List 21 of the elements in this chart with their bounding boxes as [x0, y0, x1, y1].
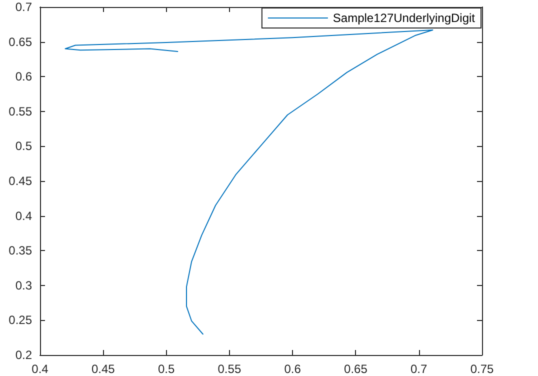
x-tick-label: 0.4 [32, 362, 49, 376]
y-tick-label: 0.35 [8, 244, 32, 258]
y-tick-label: 0.45 [8, 174, 32, 188]
y-tick-label: 0.7 [15, 0, 32, 14]
y-tick-label: 0.25 [8, 313, 32, 328]
y-tick-label: 0.2 [15, 348, 32, 362]
x-tick-label: 0.75 [470, 362, 494, 376]
x-tick-label: 0.5 [158, 362, 175, 376]
x-tick-label: 0.65 [344, 362, 368, 376]
y-tick-label: 0.5 [15, 139, 32, 154]
x-tick-label: 0.55 [218, 362, 242, 376]
x-tick-label: 0.7 [410, 362, 428, 376]
y-tick-label: 0.55 [8, 104, 32, 118]
legend-label: Sample127UnderlyingDigit [332, 11, 476, 25]
y-tick-label: 0.6 [15, 70, 32, 84]
line-series [64, 29, 434, 335]
x-tick-label: 0.45 [91, 362, 116, 376]
y-tick-label: 0.4 [15, 208, 32, 223]
y-tick-label: 0.3 [15, 278, 32, 292]
x-tick-label: 0.6 [284, 362, 302, 376]
y-tick-label: 0.65 [8, 34, 32, 49]
